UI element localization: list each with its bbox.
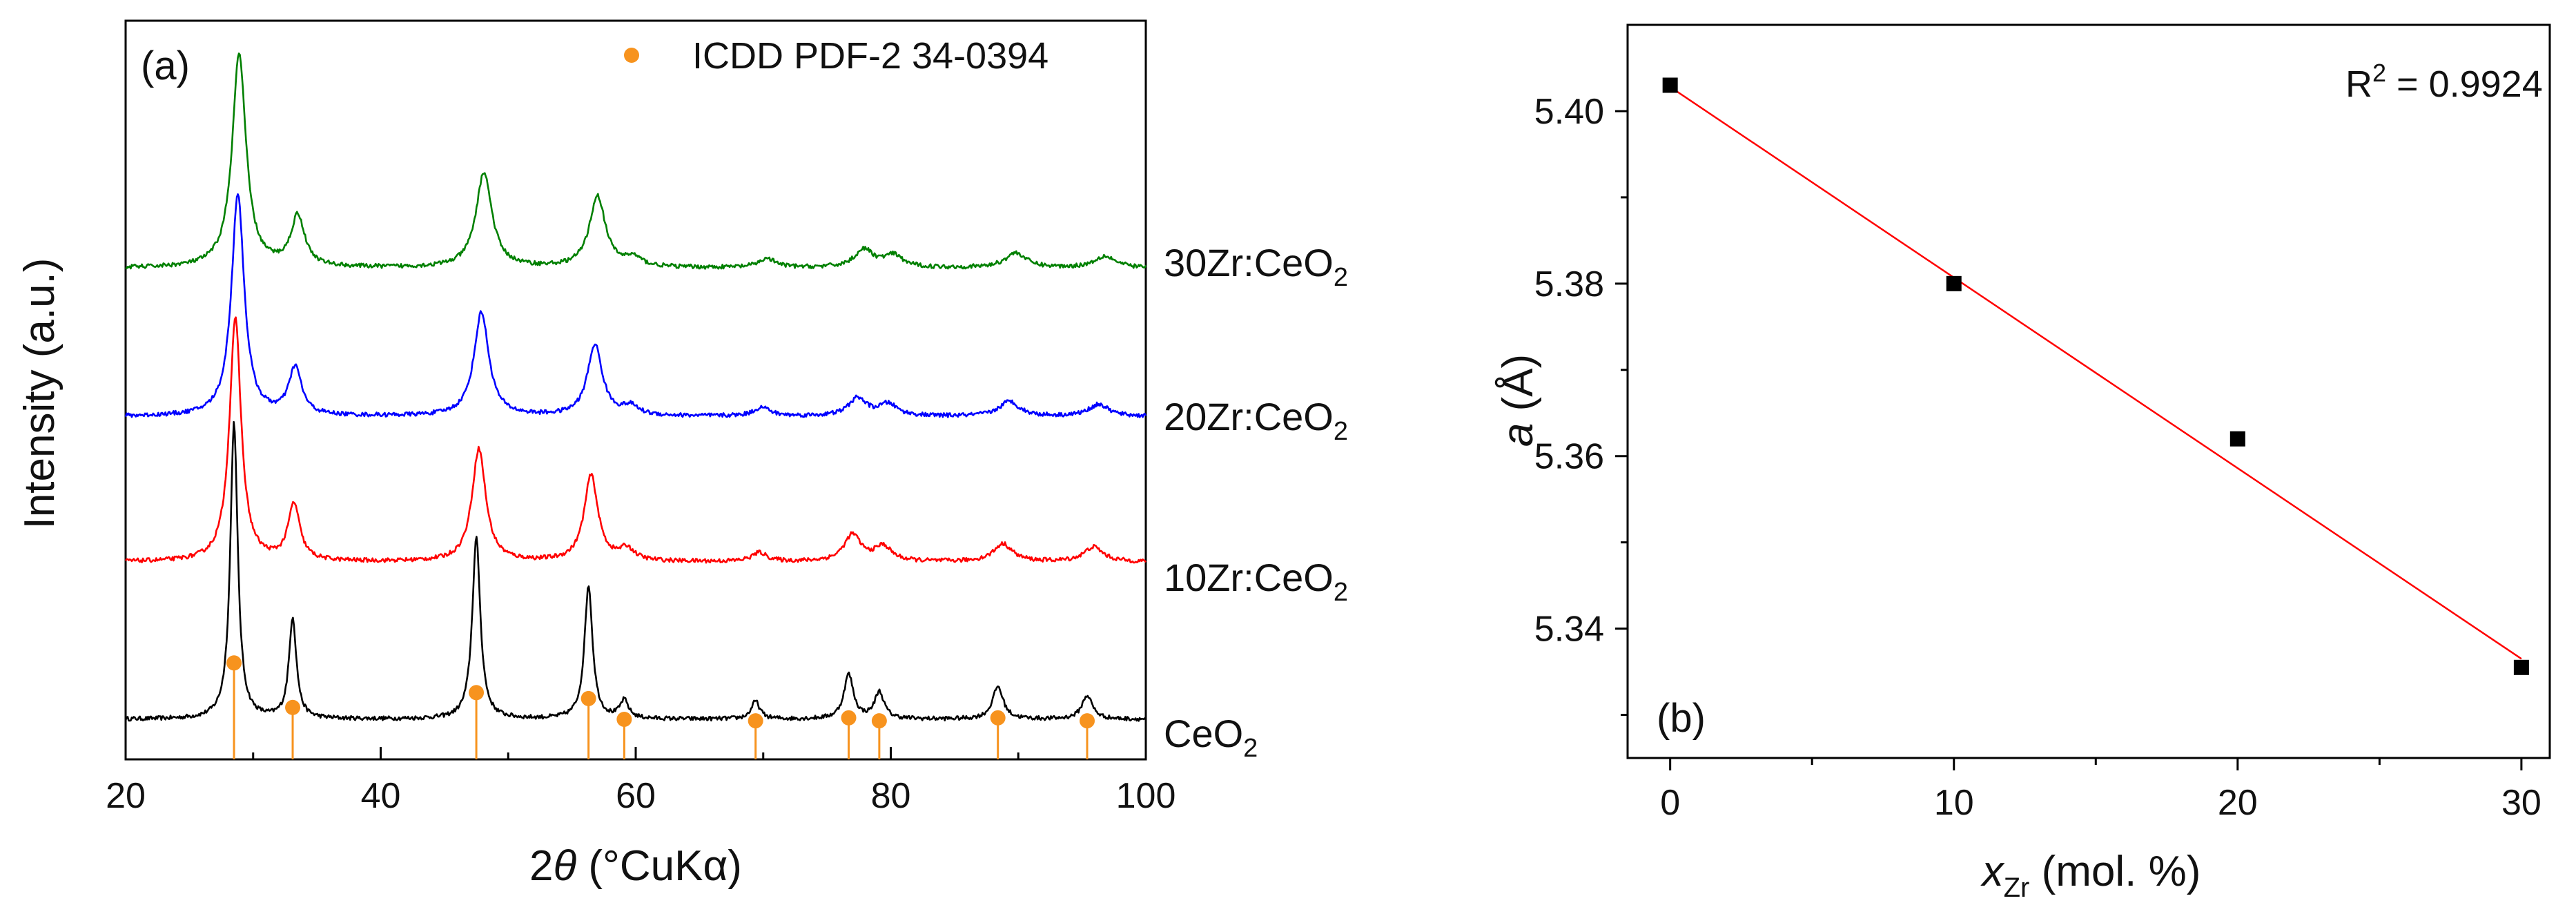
sample-label-10zr-ceo2: 10Zr:CeO2 <box>1164 556 1348 607</box>
reference-marker <box>841 710 857 726</box>
data-point <box>1946 275 1962 291</box>
x-tick-label: 80 <box>871 776 911 816</box>
panel-b-x-axis-label: xZr (mol. %) <box>1980 848 2201 903</box>
data-point <box>2513 659 2529 675</box>
reference-marker <box>285 699 301 715</box>
panel-a-plot-frame <box>124 19 1147 761</box>
reference-marker <box>990 710 1006 726</box>
reference-marker <box>580 690 596 706</box>
x-tick-label: 60 <box>616 776 656 816</box>
lattice-points <box>1662 77 2529 675</box>
b-y-tick-label: 5.40 <box>1534 92 1604 132</box>
x-tick-label: 100 <box>1116 776 1176 816</box>
reference-marker <box>748 713 763 729</box>
r-squared-annotation: R2 = 0.9924 <box>2345 59 2543 105</box>
b-y-tick-label: 5.36 <box>1534 437 1604 477</box>
sample-labels: CeO2 10Zr:CeO2 20Zr:CeO2 30Zr:CeO2 <box>1164 241 1348 763</box>
pattern-ceo2 <box>124 420 1146 722</box>
sample-label-20zr-ceo2: 20Zr:CeO2 <box>1164 395 1348 446</box>
reference-marker <box>1080 713 1095 729</box>
panel-a-y-axis-label: Intensity (a.u.) <box>16 258 64 529</box>
b-x-tick-label: 20 <box>2218 783 2258 823</box>
data-point <box>2229 431 2245 447</box>
legend-label: ICDD PDF-2 34-0394 <box>692 35 1048 77</box>
reference-marker <box>616 712 632 727</box>
reference-marker <box>469 685 485 701</box>
panel-b-label: (b) <box>1657 696 1706 741</box>
pattern-10zr-ceo2 <box>124 316 1147 564</box>
pattern-30zr-ceo2 <box>125 52 1147 270</box>
b-x-tick-label: 30 <box>2501 783 2541 823</box>
legend: ICDD PDF-2 34-0394 <box>624 35 1048 77</box>
linear-fit <box>1669 86 2522 660</box>
xrd-patterns <box>124 52 1147 722</box>
panel-a-x-axis: 20 40 60 80 100 <box>106 747 1175 816</box>
reference-marker <box>226 655 242 671</box>
b-y-tick-label: 5.38 <box>1534 264 1604 304</box>
sample-label-ceo2: CeO2 <box>1164 712 1258 763</box>
pattern-20zr-ceo2 <box>124 193 1147 418</box>
panel-a-x-axis-label: 2θ (°CuKα) <box>529 842 742 890</box>
panel-b-lattice-chart: 0 10 20 305.345.365.385.40 (b) R2 = 0.9924 … <box>1494 23 2551 903</box>
b-x-tick-label: 10 <box>1934 783 1974 823</box>
panel-a-label: (a) <box>141 43 190 88</box>
b-x-tick-label: 0 <box>1660 783 1680 823</box>
reference-markers <box>226 655 1095 759</box>
fit-line <box>1669 86 2522 660</box>
panel-b-plot-frame <box>1626 23 2551 759</box>
panel-b-y-axis-label: a (Å) <box>1494 354 1542 447</box>
sample-label-30zr-ceo2: 30Zr:CeO2 <box>1164 241 1348 292</box>
panel-b-axes: 0 10 20 30 5.34 5.36 5.38 5.40 <box>1534 92 2541 823</box>
data-point <box>1662 77 1678 93</box>
legend-marker <box>624 48 639 63</box>
panel-a-xrd-chart: 20 40 60 80 100 CeO2 10Zr:CeO2 20Zr:CeO2 30Zr:C… <box>16 19 1348 890</box>
x-tick-label: 20 <box>106 776 146 816</box>
x-tick-label: 40 <box>361 776 401 816</box>
reference-marker <box>871 713 887 729</box>
b-y-tick-label: 5.34 <box>1534 610 1604 650</box>
